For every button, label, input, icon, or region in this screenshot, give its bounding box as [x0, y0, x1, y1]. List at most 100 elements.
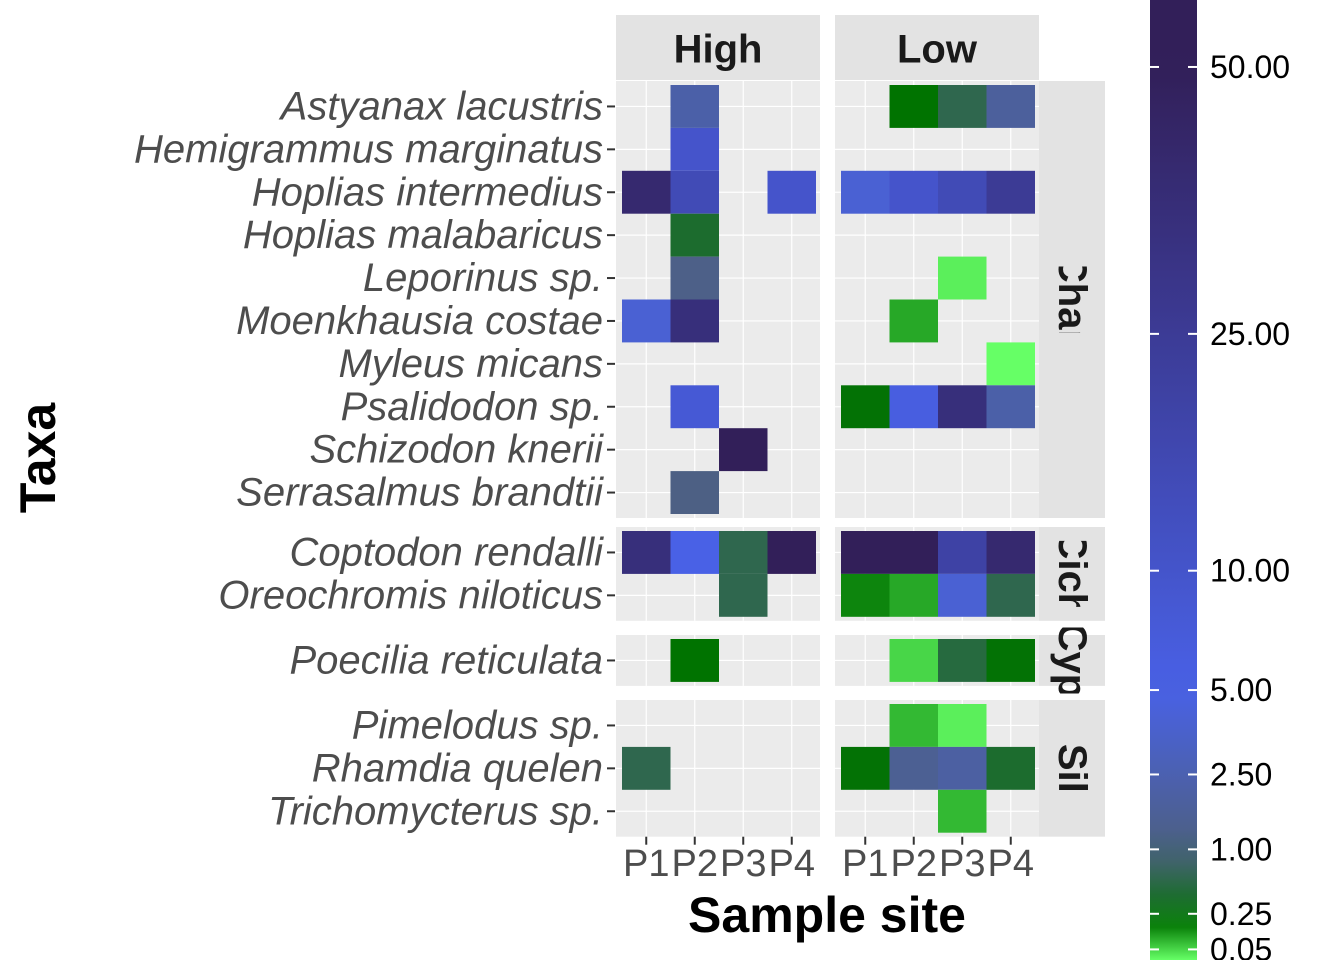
heatmap-cell: [986, 746, 1035, 790]
heatmap-cell: [889, 746, 938, 790]
heatmap-cell: [841, 385, 890, 429]
y-tick-label: Pimelodus sp.: [352, 703, 603, 747]
heatmap-cell: [670, 471, 719, 514]
heatmap-cell: [938, 170, 987, 214]
heatmap-cell: [622, 746, 671, 790]
heatmap-cell: [889, 170, 938, 214]
heatmap-cell: [841, 170, 890, 214]
y-tick-label: Myleus micans: [338, 342, 603, 386]
y-tick-label: Hoplias malabaricus: [243, 213, 603, 257]
x-tick-label: P4: [988, 843, 1034, 885]
x-tick-label: P3: [939, 843, 985, 885]
cells-layer: [622, 85, 1035, 833]
legend-label: 0.05: [1210, 931, 1272, 960]
heatmap-cell: [719, 428, 768, 472]
y-tick-label: Hoplias intermedius: [252, 170, 603, 214]
heatmap-cell: [670, 170, 719, 214]
y-axis-title: Taxa: [10, 402, 66, 513]
strip-right-sil: [1039, 700, 1105, 837]
legend-label: 0.25: [1210, 896, 1272, 932]
strip-label-low: Low: [897, 28, 978, 72]
heatmap-cell: [622, 531, 671, 574]
strip-label-sil: Sil: [1050, 744, 1094, 793]
x-tick-label: P1: [842, 843, 888, 885]
strip-right-char: [1039, 81, 1105, 518]
heatmap-cell: [938, 746, 987, 790]
y-tick-label: Astyanax lacustris: [279, 84, 603, 128]
y-tick-label: Oreochromis niloticus: [218, 573, 603, 617]
y-tick-label: Psalidodon sp.: [341, 385, 603, 429]
heatmap-cell: [986, 531, 1035, 574]
heatmap-cell: [841, 573, 890, 617]
heatmap-cell: [938, 573, 987, 617]
heatmap-cell: [719, 573, 768, 617]
y-tick-label: Serrasalmus brandtii: [236, 471, 604, 515]
heatmap-cell: [889, 573, 938, 617]
strip-right-cyp: [1039, 635, 1105, 686]
y-tick-label: Moenkhausia costae: [236, 299, 603, 343]
y-tick-label: Leporinus sp.: [363, 256, 603, 300]
heatmap-cell: [986, 385, 1035, 429]
legend-label: 5.00: [1210, 672, 1272, 708]
legend-label: 50.00: [1210, 49, 1290, 85]
y-tick-label: Coptodon rendalli: [289, 530, 604, 574]
heatmap-cell: [767, 170, 816, 214]
color-legend: 0.050.25 1.00 2.50 5.00 10.00 25.00 50.00: [1150, 0, 1290, 965]
legend-colorbar: [1150, 0, 1197, 960]
heatmap-cell: [986, 639, 1035, 682]
heatmap-cell: [841, 746, 890, 790]
y-tick-label: Trichomycterus sp.: [268, 789, 603, 833]
heatmap-cell: [670, 639, 719, 682]
x-tick-label: P1: [623, 843, 669, 885]
heatmap-cell: [670, 385, 719, 429]
strip-label-cich: Cich: [1050, 531, 1094, 618]
strips-layer: Char Cich Cyp Sil High Low: [616, 15, 1105, 837]
strip-right-cich: [1039, 527, 1105, 621]
heatmap-cell: [986, 170, 1035, 214]
heatmap-cell: [767, 531, 816, 574]
heatmap-cell: [938, 531, 987, 574]
heatmap-cell: [622, 299, 671, 343]
strip-label-cyp: Cyp: [1050, 623, 1094, 699]
x-tick-label: P3: [720, 843, 766, 885]
heatmap-cell: [889, 531, 938, 574]
heatmap-cell: [938, 385, 987, 429]
strip-top-high: [616, 15, 820, 80]
heatmap-cell: [889, 299, 938, 343]
heatmap-cell: [719, 531, 768, 574]
legend-label: 2.50: [1210, 756, 1272, 792]
legend-label: 1.00: [1210, 831, 1272, 867]
strip-label-char: Char: [1050, 254, 1094, 345]
heatmap-cell: [670, 256, 719, 300]
heatmap-cell: [889, 385, 938, 429]
y-tick-label: Rhamdia quelen: [312, 746, 603, 790]
x-tick-label: P4: [769, 843, 815, 885]
heatmap-cell: [670, 127, 719, 171]
heatmap-cell: [670, 213, 719, 257]
y-tick-label: Poecilia reticulata: [290, 638, 604, 682]
heatmap-cell: [841, 531, 890, 574]
y-tick-label: Hemigrammus marginatus: [134, 127, 603, 171]
x-axis-labels: P1 P2 P3 P4 P1 P2 P3 P4: [623, 836, 1034, 885]
strip-top-low: [835, 15, 1039, 80]
heatmap-cell: [938, 85, 987, 128]
legend-label: 10.00: [1210, 553, 1290, 589]
x-tick-label: P2: [891, 843, 937, 885]
heatmap-cell: [938, 789, 987, 833]
heatmap-cell: [986, 342, 1035, 386]
heatmap-cell: [670, 85, 719, 128]
heatmap-cell: [986, 573, 1035, 617]
heatmap-cell: [889, 639, 938, 682]
heatmap-cell: [986, 85, 1035, 128]
strip-label-high: High: [674, 28, 763, 72]
y-tick-label: Schizodon knerii: [310, 428, 605, 472]
heatmap-cell: [889, 85, 938, 128]
heatmap-cell: [622, 170, 671, 214]
heatmap-cell: [938, 639, 987, 682]
x-tick-label: P2: [672, 843, 718, 885]
heatmap-cell: [938, 256, 987, 300]
heatmap-cell: [889, 704, 938, 747]
heatmap-cell: [670, 531, 719, 574]
